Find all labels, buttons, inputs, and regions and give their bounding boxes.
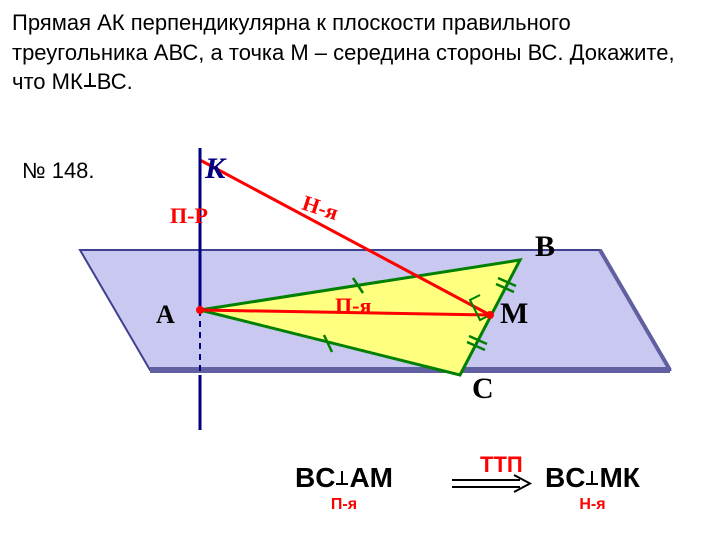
bcam-sub: П-я [295,496,393,514]
point-m [486,311,494,319]
label-b: В [535,230,555,264]
label-pr: П-Р [170,203,208,229]
bcmk-rhs: МК [599,462,639,493]
implies-arrow [450,474,535,494]
geometry-diagram [0,0,720,540]
conclusion-bcam: BC AM П-я [295,462,393,514]
label-a: А [156,300,175,330]
bcmk-lhs: BC [545,462,585,493]
bcam-lhs: BC [295,462,335,493]
label-k: К [205,152,225,186]
point-a [196,306,204,314]
label-pya: П-я [335,293,371,319]
bcmk-sub: Н-я [545,496,640,514]
bcam-rhs: AM [349,462,393,493]
label-c: С [472,372,494,406]
label-m: M [500,297,528,331]
conclusion-bcmk: BC МК Н-я [545,462,640,514]
